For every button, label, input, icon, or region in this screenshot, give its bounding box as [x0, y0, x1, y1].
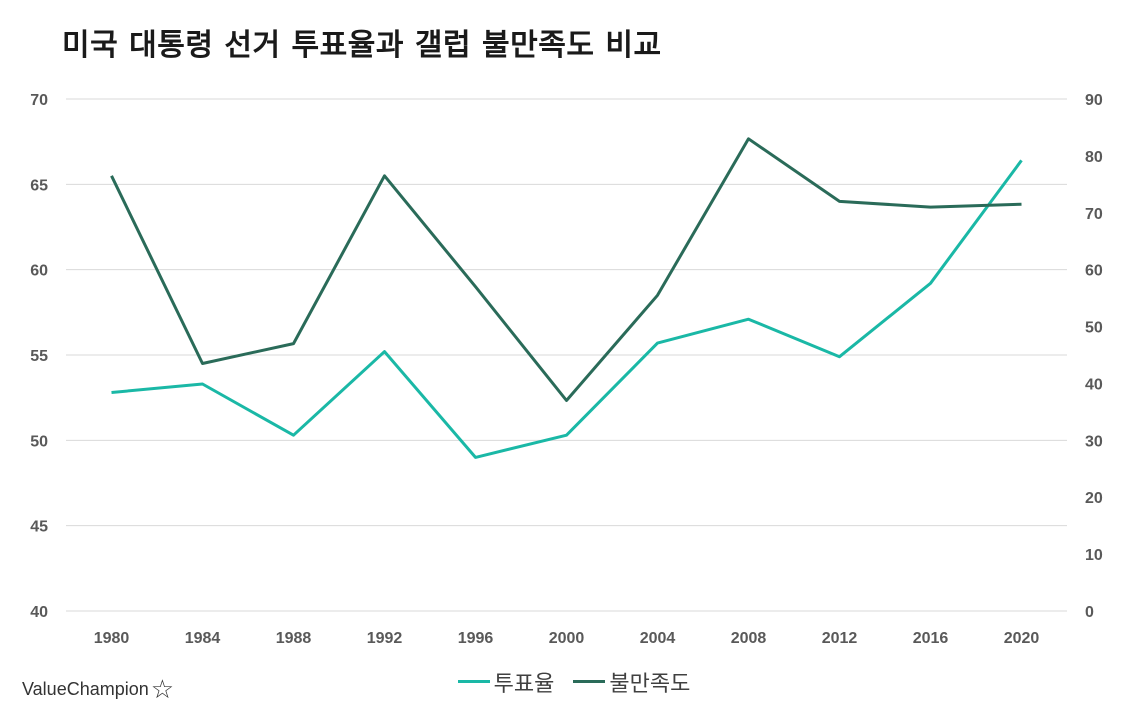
right-tick-label: 30 [1085, 433, 1103, 450]
series-line-1 [110, 137, 1022, 402]
right-tick-label: 70 [1085, 206, 1103, 223]
right-axis-ticks: 0 10 20 30 40 50 60 70 80 90 [1085, 92, 1103, 621]
x-tick-label: 1996 [458, 630, 494, 647]
left-tick-label: 55 [30, 348, 48, 365]
right-tick-label: 10 [1085, 547, 1103, 564]
x-tick-label: 1992 [367, 630, 403, 647]
x-tick-label: 1980 [94, 630, 130, 647]
brand-logo: ValueChampion ☆ [22, 676, 174, 702]
x-tick-label: 2008 [731, 630, 767, 647]
x-tick-label: 1984 [185, 630, 221, 647]
right-tick-label: 40 [1085, 376, 1103, 393]
legend-item-turnout: 투표율 [457, 666, 555, 698]
left-tick-label: 65 [30, 177, 48, 194]
left-tick-label: 50 [30, 433, 48, 450]
right-tick-label: 90 [1085, 92, 1103, 109]
left-tick-label: 40 [30, 604, 48, 621]
legend-swatch-turnout [457, 680, 490, 683]
legend-item-dissatisfaction: 불만족도 [573, 666, 690, 698]
series-lines [110, 137, 1023, 459]
right-tick-label: 60 [1085, 263, 1103, 280]
chart-title: 미국 대통령 선거 투표율과 갤럽 불만족도 비교 [62, 28, 662, 63]
x-tick-label: 2000 [549, 630, 585, 647]
brand-text: ValueChampion [22, 678, 149, 699]
x-tick-label: 1988 [276, 630, 312, 647]
legend-label-turnout: 투표율 [493, 671, 555, 697]
x-tick-label: 2012 [822, 630, 858, 647]
left-axis-ticks: 40 45 50 55 60 65 70 [30, 92, 48, 621]
x-axis-ticks: 1980 1984 1988 1992 1996 2000 2004 2008 2012 2016… [94, 630, 1040, 647]
left-tick-label: 45 [30, 519, 48, 536]
left-tick-label: 70 [30, 92, 48, 109]
right-tick-label: 20 [1085, 490, 1103, 507]
series-line-0 [111, 159, 1023, 459]
right-tick-label: 80 [1085, 149, 1103, 166]
x-tick-label: 2016 [913, 630, 949, 647]
star-outline-icon: ☆ [150, 674, 175, 704]
legend-swatch-dissatisfaction [573, 680, 606, 683]
legend-label-dissatisfaction: 불만족도 [609, 671, 691, 697]
x-tick-label: 2020 [1004, 630, 1040, 647]
x-tick-label: 2004 [640, 630, 676, 647]
right-tick-label: 0 [1085, 604, 1094, 621]
right-tick-label: 50 [1085, 320, 1103, 337]
left-tick-label: 60 [30, 263, 48, 280]
legend: 투표율 불만족도 [0, 664, 1148, 698]
gridlines [66, 98, 1067, 612]
